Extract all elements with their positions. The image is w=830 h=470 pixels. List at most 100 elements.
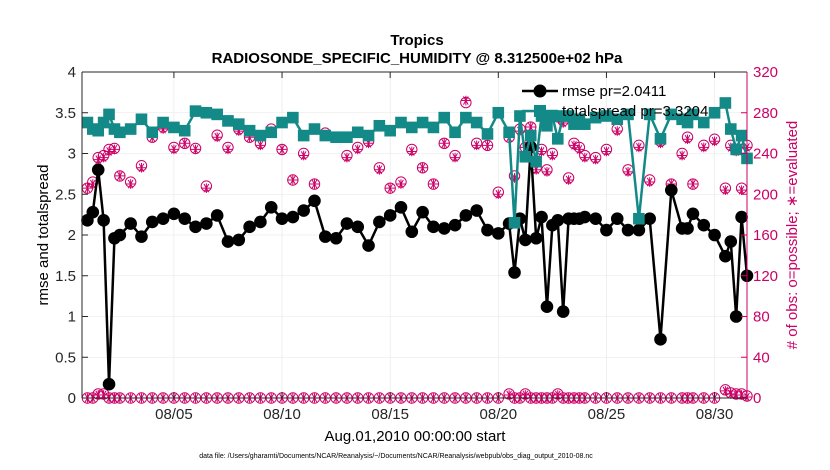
rmse-point [405,225,419,239]
totalspread-point [665,108,678,121]
totalspread-point [362,129,375,142]
rmse-point [448,218,462,232]
rmse-point [86,205,100,219]
obs-evaluated-marker [580,152,590,163]
totalspread-point [719,97,732,109]
totalspread-point [470,116,483,129]
obs-possible-marker [416,162,429,174]
totalspread-point [341,131,353,143]
totalspread-point [146,126,159,139]
obs-possible-marker [308,178,321,190]
rmse-point [578,210,592,224]
rmse-point [416,205,429,219]
rmse-point [156,212,170,225]
y-tick-left-label: 2.5 [55,186,76,203]
chart-subtitle: RADIOSONDE_SPECIFIC_HUMIDITY @ 8.312500e… [212,50,623,67]
footnote: data file: /Users/gharamti/Documents/NCA… [199,453,593,460]
rmse-point [481,223,494,237]
rmse-point [221,235,235,248]
obs-evaluated-marker [482,140,493,151]
obs-evaluated-marker [612,126,623,136]
obs-evaluated-marker [698,142,709,153]
rmse-point [719,249,732,263]
obs-evaluated-marker [720,386,731,396]
rmse-point [621,223,635,237]
obs-evaluated-marker [244,132,255,142]
obs-possible-marker [276,143,288,156]
totalspread-point [124,123,137,135]
totalspread-point [654,133,667,145]
totalspread-point [384,124,396,137]
obs-evaluated-marker [509,173,520,183]
obs-evaluated-marker [520,390,531,400]
totalspread-point [697,116,710,129]
obs-evaluated-marker [525,122,536,132]
legend-totalspread-label: totalspread pr=3.3204 [562,103,708,120]
totalspread-point [97,116,110,129]
obs-evaluated-marker [563,175,574,185]
legend-totalspread-marker [534,105,546,117]
obs-evaluated-marker [288,175,298,185]
obs-evaluated-marker [277,144,287,155]
x-tick-label: 08/25 [588,406,626,423]
totalspread-point [449,126,461,139]
obs-evaluated-marker [677,150,687,161]
totalspread-point [562,110,575,122]
rmse-point [394,200,408,214]
obs-possible-marker [481,139,494,152]
totalspread-point [460,111,472,124]
rmse-point [362,239,375,252]
obs-evaluated-marker [407,146,417,157]
totalspread-point [611,113,624,126]
legend-rmse-marker [533,84,547,98]
totalspread-point [157,116,169,129]
y-tick-right-label: 320 [753,64,778,81]
y-axis-left-label: rmse and totalspread [35,165,52,306]
rmse-point [254,215,267,229]
rmse-point [708,228,721,242]
rmse-point [427,220,440,234]
totalspread-point [395,116,407,129]
rmse-point [519,233,532,247]
rmse-point [210,209,224,222]
rmse-point [529,231,543,245]
totalspread-point [276,116,288,129]
obs-evaluated-marker [374,165,385,175]
rmse-point [697,218,711,232]
obs-evaluated-marker [255,140,266,151]
obs-evaluated-marker [428,179,439,189]
rmse-point [437,222,451,235]
obs-evaluated-marker [136,162,147,173]
totalspread-point [168,121,180,134]
obs-evaluated-marker [461,95,471,106]
rmse-point [351,220,365,234]
obs-evaluated-marker [601,146,612,157]
rmse-point [551,214,565,227]
rmse-point [232,233,246,247]
totalspread-point [222,115,234,127]
rmse-point [540,300,554,314]
rmse-point [470,204,483,217]
obs-evaluated-marker [363,138,374,149]
rmse-point [459,209,473,222]
y-tick-right-label: 0 [753,390,761,407]
x-tick-label: 08/15 [371,406,409,423]
obs-evaluated-marker [309,179,320,189]
x-tick-label: 08/20 [480,406,518,423]
obs-evaluated-marker [644,177,655,187]
totalspread-point [687,108,699,121]
y-tick-right-label: 280 [753,105,778,122]
y-tick-left-label: 1.5 [55,268,76,285]
rmse-point [113,228,127,242]
obs-evaluated-marker [709,136,720,147]
rmse-point [556,305,570,318]
y-tick-right-label: 240 [753,146,778,163]
obs-evaluated-marker [439,138,450,149]
totalspread-point [373,119,386,132]
rmse-point [654,333,667,346]
obs-evaluated-marker [574,144,585,155]
rmse-point [632,223,646,237]
chart-title: Tropics [390,32,443,49]
totalspread-point [633,212,645,225]
